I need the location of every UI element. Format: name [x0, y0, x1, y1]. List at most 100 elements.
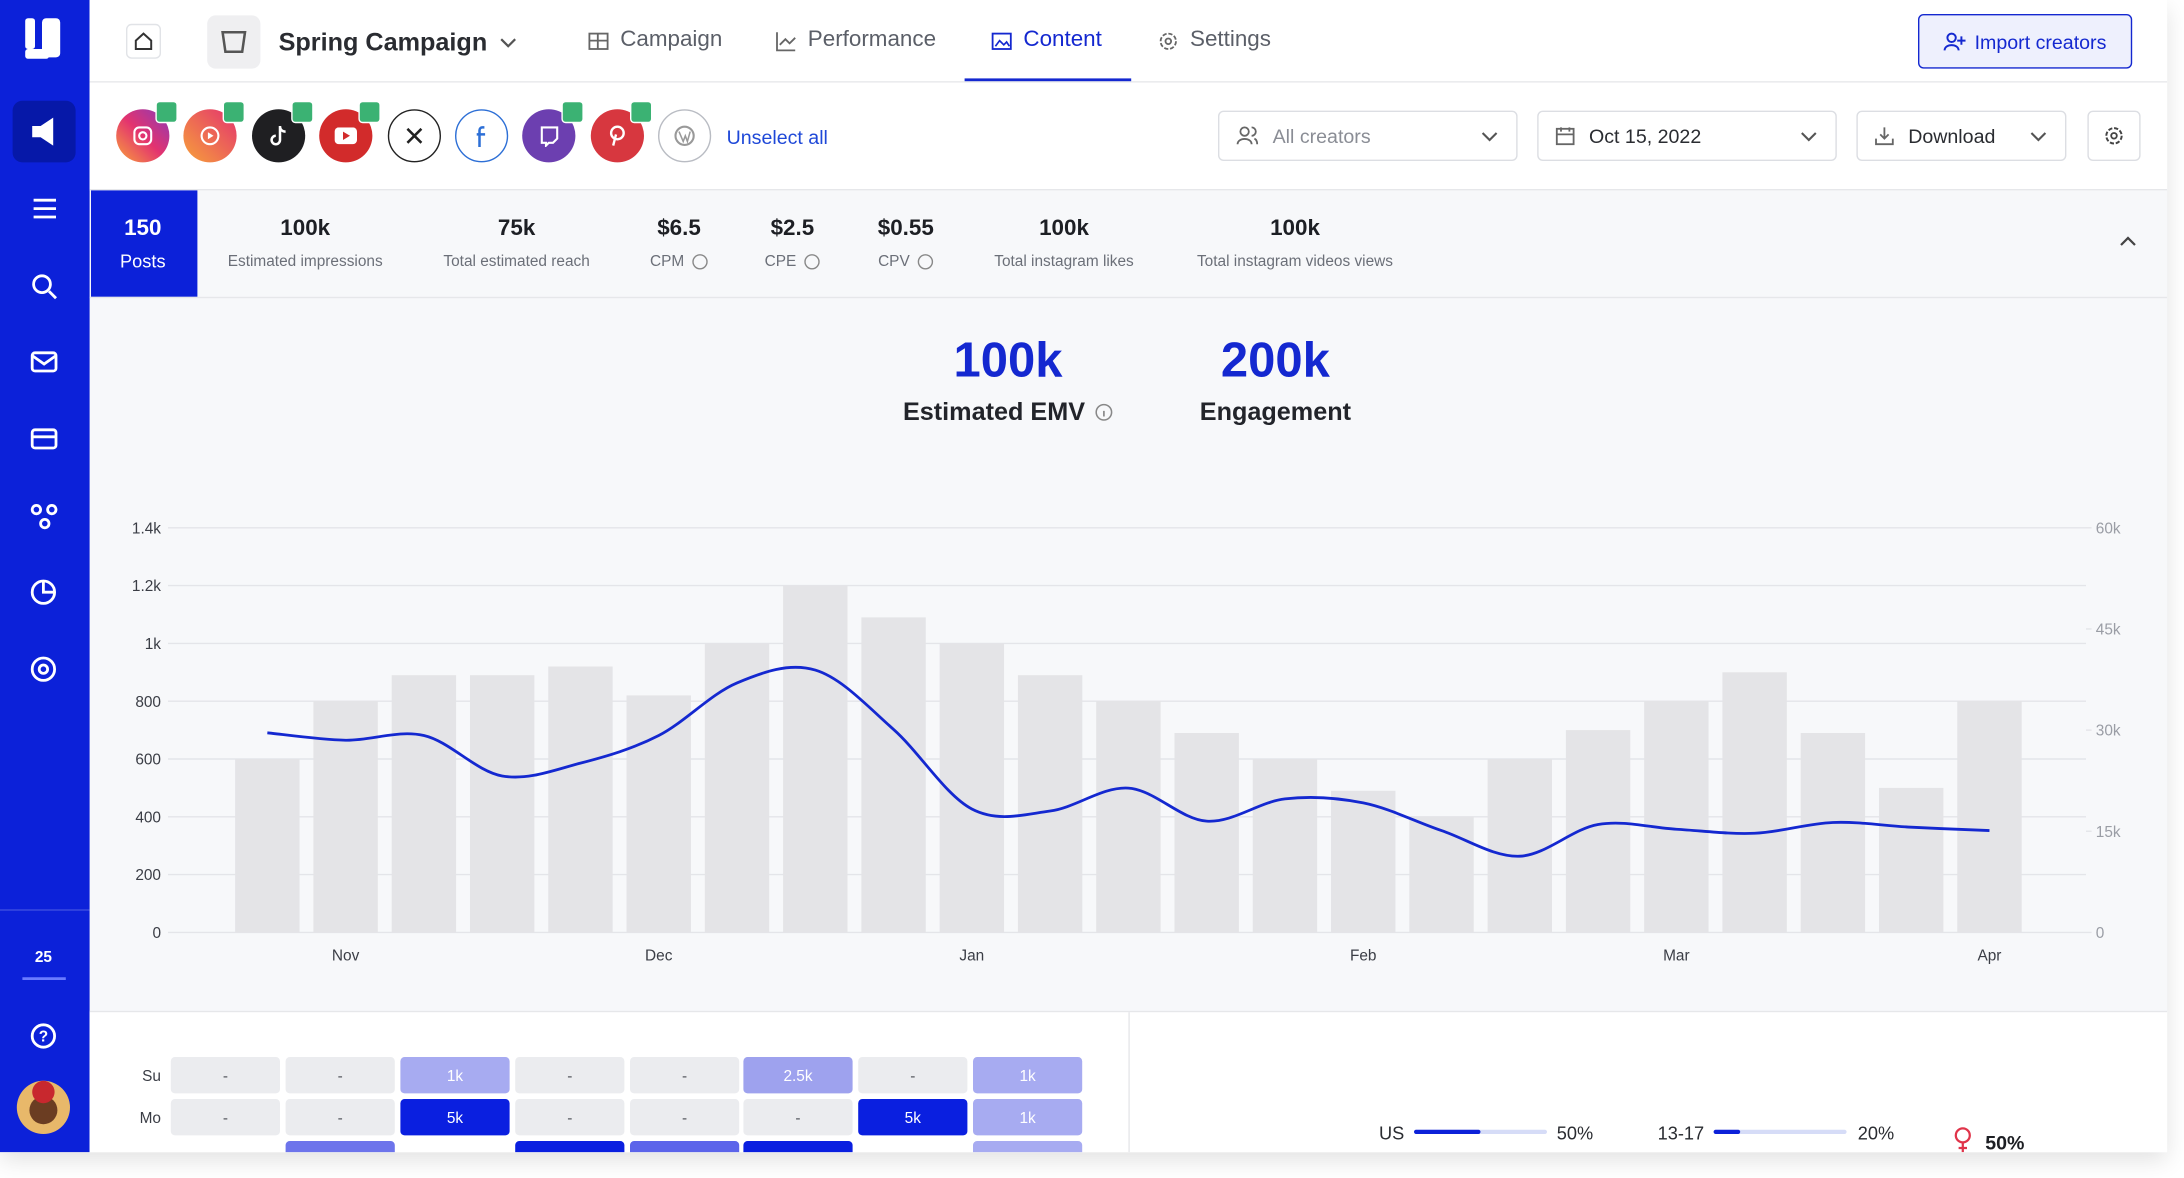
twitch-toggle[interactable]	[522, 100, 584, 163]
heatmap-value: 5k	[905, 1110, 922, 1127]
info-circle	[917, 254, 933, 270]
stat-label: CPM	[649, 253, 685, 271]
download-dropdown[interactable]: Download	[1856, 110, 2067, 161]
info-circle	[691, 254, 708, 270]
creators-dropdown[interactable]: All creators	[1218, 110, 1518, 161]
kpi-label: Estimated EMV	[902, 397, 1086, 426]
heatmap-day: Su	[142, 1068, 161, 1085]
stat-value: 100k	[1039, 217, 1089, 241]
y-tick-label: 1.4k	[132, 520, 161, 537]
import-button[interactable]: Import creators	[1918, 14, 2133, 69]
pinterest-toggle[interactable]	[590, 100, 653, 163]
unselect-all[interactable]: Unselect all	[726, 126, 828, 149]
kpi: 200k Engagement	[1107, 333, 1443, 427]
kpi-value: 200k	[1220, 333, 1330, 388]
instagram-toggle[interactable]	[116, 100, 178, 163]
heatmap-cell	[973, 1057, 1083, 1094]
heatmap-value: -	[223, 1068, 228, 1085]
info-icon	[691, 254, 708, 270]
bar	[1331, 790, 1396, 933]
nav-help[interactable]	[30, 1023, 56, 1049]
stat-label: Total estimated reach	[443, 253, 590, 271]
bar	[1252, 759, 1318, 933]
settings-button[interactable]	[2087, 110, 2141, 161]
x-tick-label: Nov	[332, 947, 360, 964]
heatmap-value: 5k	[447, 1110, 464, 1127]
home-button[interactable]	[126, 23, 161, 59]
bar	[1722, 672, 1787, 933]
stat: $6.5 CPM	[567, 217, 791, 270]
demo-label: 13-17	[1658, 1124, 1705, 1144]
tab-label: Content	[1023, 28, 1102, 52]
gender-value: 50%	[1985, 1132, 2024, 1152]
nav-campaigns[interactable]	[32, 117, 54, 146]
y-tick-label: 1k	[145, 636, 162, 653]
campaign-chevron[interactable]	[497, 32, 519, 54]
heatmap-cell	[515, 1057, 625, 1094]
app: 25 ? Spring Campaign Campaign Performanc…	[0, 0, 2168, 1153]
nav-network[interactable]	[30, 503, 42, 516]
tab-active[interactable]: Content	[991, 28, 1102, 53]
y-tick-label: 400	[135, 809, 161, 826]
bar	[548, 666, 613, 933]
campaign-name[interactable]: Spring Campaign	[278, 28, 488, 56]
heatmap-value: -	[910, 1068, 915, 1085]
nav-list[interactable]	[33, 198, 56, 219]
stat-label-row: Total instagram likes	[952, 253, 1176, 270]
tab[interactable]: Performance	[776, 28, 936, 53]
bar	[391, 675, 457, 933]
x-tick-label: Mar	[1663, 947, 1690, 964]
x-toggle[interactable]	[387, 109, 441, 163]
demo-value: 50%	[1557, 1124, 1593, 1144]
heatmap-cell	[400, 1099, 510, 1136]
stat-value: 150	[124, 217, 162, 241]
posts-tile[interactable]	[91, 190, 198, 297]
bar	[939, 643, 1005, 933]
nav-mail[interactable]	[30, 351, 58, 373]
heatmap-day: Mo	[140, 1110, 161, 1127]
x-tick-label: Jan	[959, 947, 984, 964]
sidebar: 25 ?	[0, 0, 90, 1153]
bar	[1174, 732, 1239, 933]
bar	[1800, 732, 1866, 933]
heatmap-value: 1k	[447, 1068, 464, 1085]
bar	[1096, 701, 1161, 933]
nav-billing[interactable]	[30, 428, 58, 450]
panel-divider	[1128, 1012, 1130, 1153]
team-badge[interactable]: 25	[35, 949, 53, 966]
wordpress-toggle[interactable]	[658, 109, 712, 163]
collapse-caret[interactable]	[2118, 234, 2138, 248]
tiktok-toggle[interactable]	[252, 100, 314, 163]
y-tick-label: 0	[152, 925, 161, 942]
heatmap-value: -	[682, 1110, 687, 1127]
stat-label: Posts	[120, 250, 166, 272]
bar	[704, 643, 770, 933]
y-tick-label: 800	[135, 694, 161, 711]
heatmap-cell	[630, 1057, 740, 1094]
heatmap-value: 1k	[1019, 1110, 1036, 1127]
dropdown-label: All creators	[1272, 124, 1371, 147]
tab[interactable]: Settings	[1158, 28, 1271, 53]
date-dropdown[interactable]: Oct 15, 2022	[1537, 110, 1837, 161]
stat-label-row: Posts	[31, 251, 255, 272]
tab[interactable]: Campaign	[588, 28, 722, 53]
heatmap-cell	[858, 1057, 968, 1094]
heatmap-value: -	[567, 1110, 572, 1127]
heatmap-cell	[630, 1099, 740, 1136]
dropdown-label: Oct 15, 2022	[1589, 124, 1702, 147]
bar	[235, 759, 300, 933]
reels-toggle[interactable]	[183, 100, 245, 163]
kpi: 100k Estimated EMV	[840, 333, 1176, 427]
facebook-toggle[interactable]	[455, 109, 509, 163]
bottom-widgets: Su - - 1k - - 2.5k - 1k Mo - - 5k - - - 5k 1k US 50% 13-17 20…	[140, 1057, 2024, 1153]
heatmap-value: 1k	[1019, 1068, 1036, 1085]
youtube-toggle[interactable]	[319, 100, 381, 163]
bar	[469, 675, 535, 933]
x-tick-label: Apr	[1977, 947, 2001, 964]
heatmap-cell	[858, 1099, 968, 1136]
nav-search[interactable]	[32, 274, 52, 294]
stat: 75k Total estimated reach	[405, 217, 629, 270]
nav-discover[interactable]	[30, 656, 56, 682]
demo-value: 20%	[1858, 1124, 1894, 1144]
stat-label: Total instagram likes	[994, 253, 1134, 271]
